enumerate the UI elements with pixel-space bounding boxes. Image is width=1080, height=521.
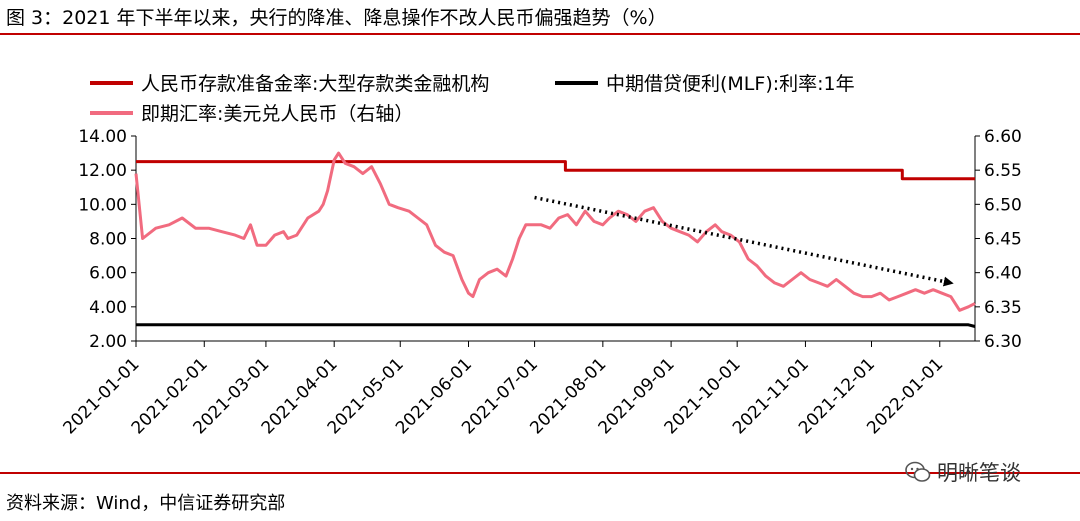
series-line-1 xyxy=(136,160,975,181)
left-y-tick-label: 10.00 xyxy=(78,195,127,215)
right-y-tick-label: 6.30 xyxy=(984,332,1022,352)
left-y-tick-label: 14.00 xyxy=(78,127,127,147)
trend-arrow xyxy=(534,195,954,287)
right-y-tick-label: 6.50 xyxy=(984,195,1022,215)
figure-title: 图 3：2021 年下半年以来，央行的降准、降息操作不改人民币偏强趋势（%） xyxy=(6,7,667,29)
right-y-tick-label: 6.60 xyxy=(984,127,1022,147)
title-rule xyxy=(0,33,1080,35)
wechat-logo-icon xyxy=(905,461,931,482)
left-y-tick-label: 4.00 xyxy=(89,298,127,318)
series-line-3 xyxy=(134,151,976,312)
left-y-tick-label: 8.00 xyxy=(89,230,127,250)
legend-label-2: 中期借贷便利(MLF):利率:1年 xyxy=(606,73,855,95)
legend-label-1: 人民币存款准备金率:大型存款类金融机构 xyxy=(141,73,489,95)
legend: 人民币存款准备金率:大型存款类金融机构 中期借贷便利(MLF):利率:1年即期汇率… xyxy=(90,73,855,125)
watermark: 明晰笔谈 xyxy=(905,457,1021,487)
footer-rule xyxy=(0,472,1080,474)
watermark-text: 明晰笔谈 xyxy=(937,461,1021,485)
source-note: 资料来源：Wind，中信证券研究部 xyxy=(6,493,286,514)
right-y-tick-label: 6.45 xyxy=(984,230,1022,250)
right-y-tick-label: 6.35 xyxy=(984,298,1022,318)
legend-label-3: 即期汇率:美元兑人民币（右轴） xyxy=(141,103,413,125)
left-y-tick-label: 12.00 xyxy=(78,161,127,181)
left-y-tick-label: 6.00 xyxy=(89,264,127,284)
line-chart: 2.00 4.00 6.00 8.00 10.00 12.00 14.00 6.30 6.35 6… xyxy=(60,73,1022,438)
annotations xyxy=(534,195,954,287)
left-y-tick-label: 2.00 xyxy=(89,332,127,352)
series-lines xyxy=(134,151,976,328)
axes: 2.00 4.00 6.00 8.00 10.00 12.00 14.00 6.30 6.35 6… xyxy=(60,127,1022,438)
right-y-tick-label: 6.40 xyxy=(984,264,1022,284)
series-line-2 xyxy=(136,323,976,328)
right-y-tick-label: 6.55 xyxy=(984,161,1022,181)
